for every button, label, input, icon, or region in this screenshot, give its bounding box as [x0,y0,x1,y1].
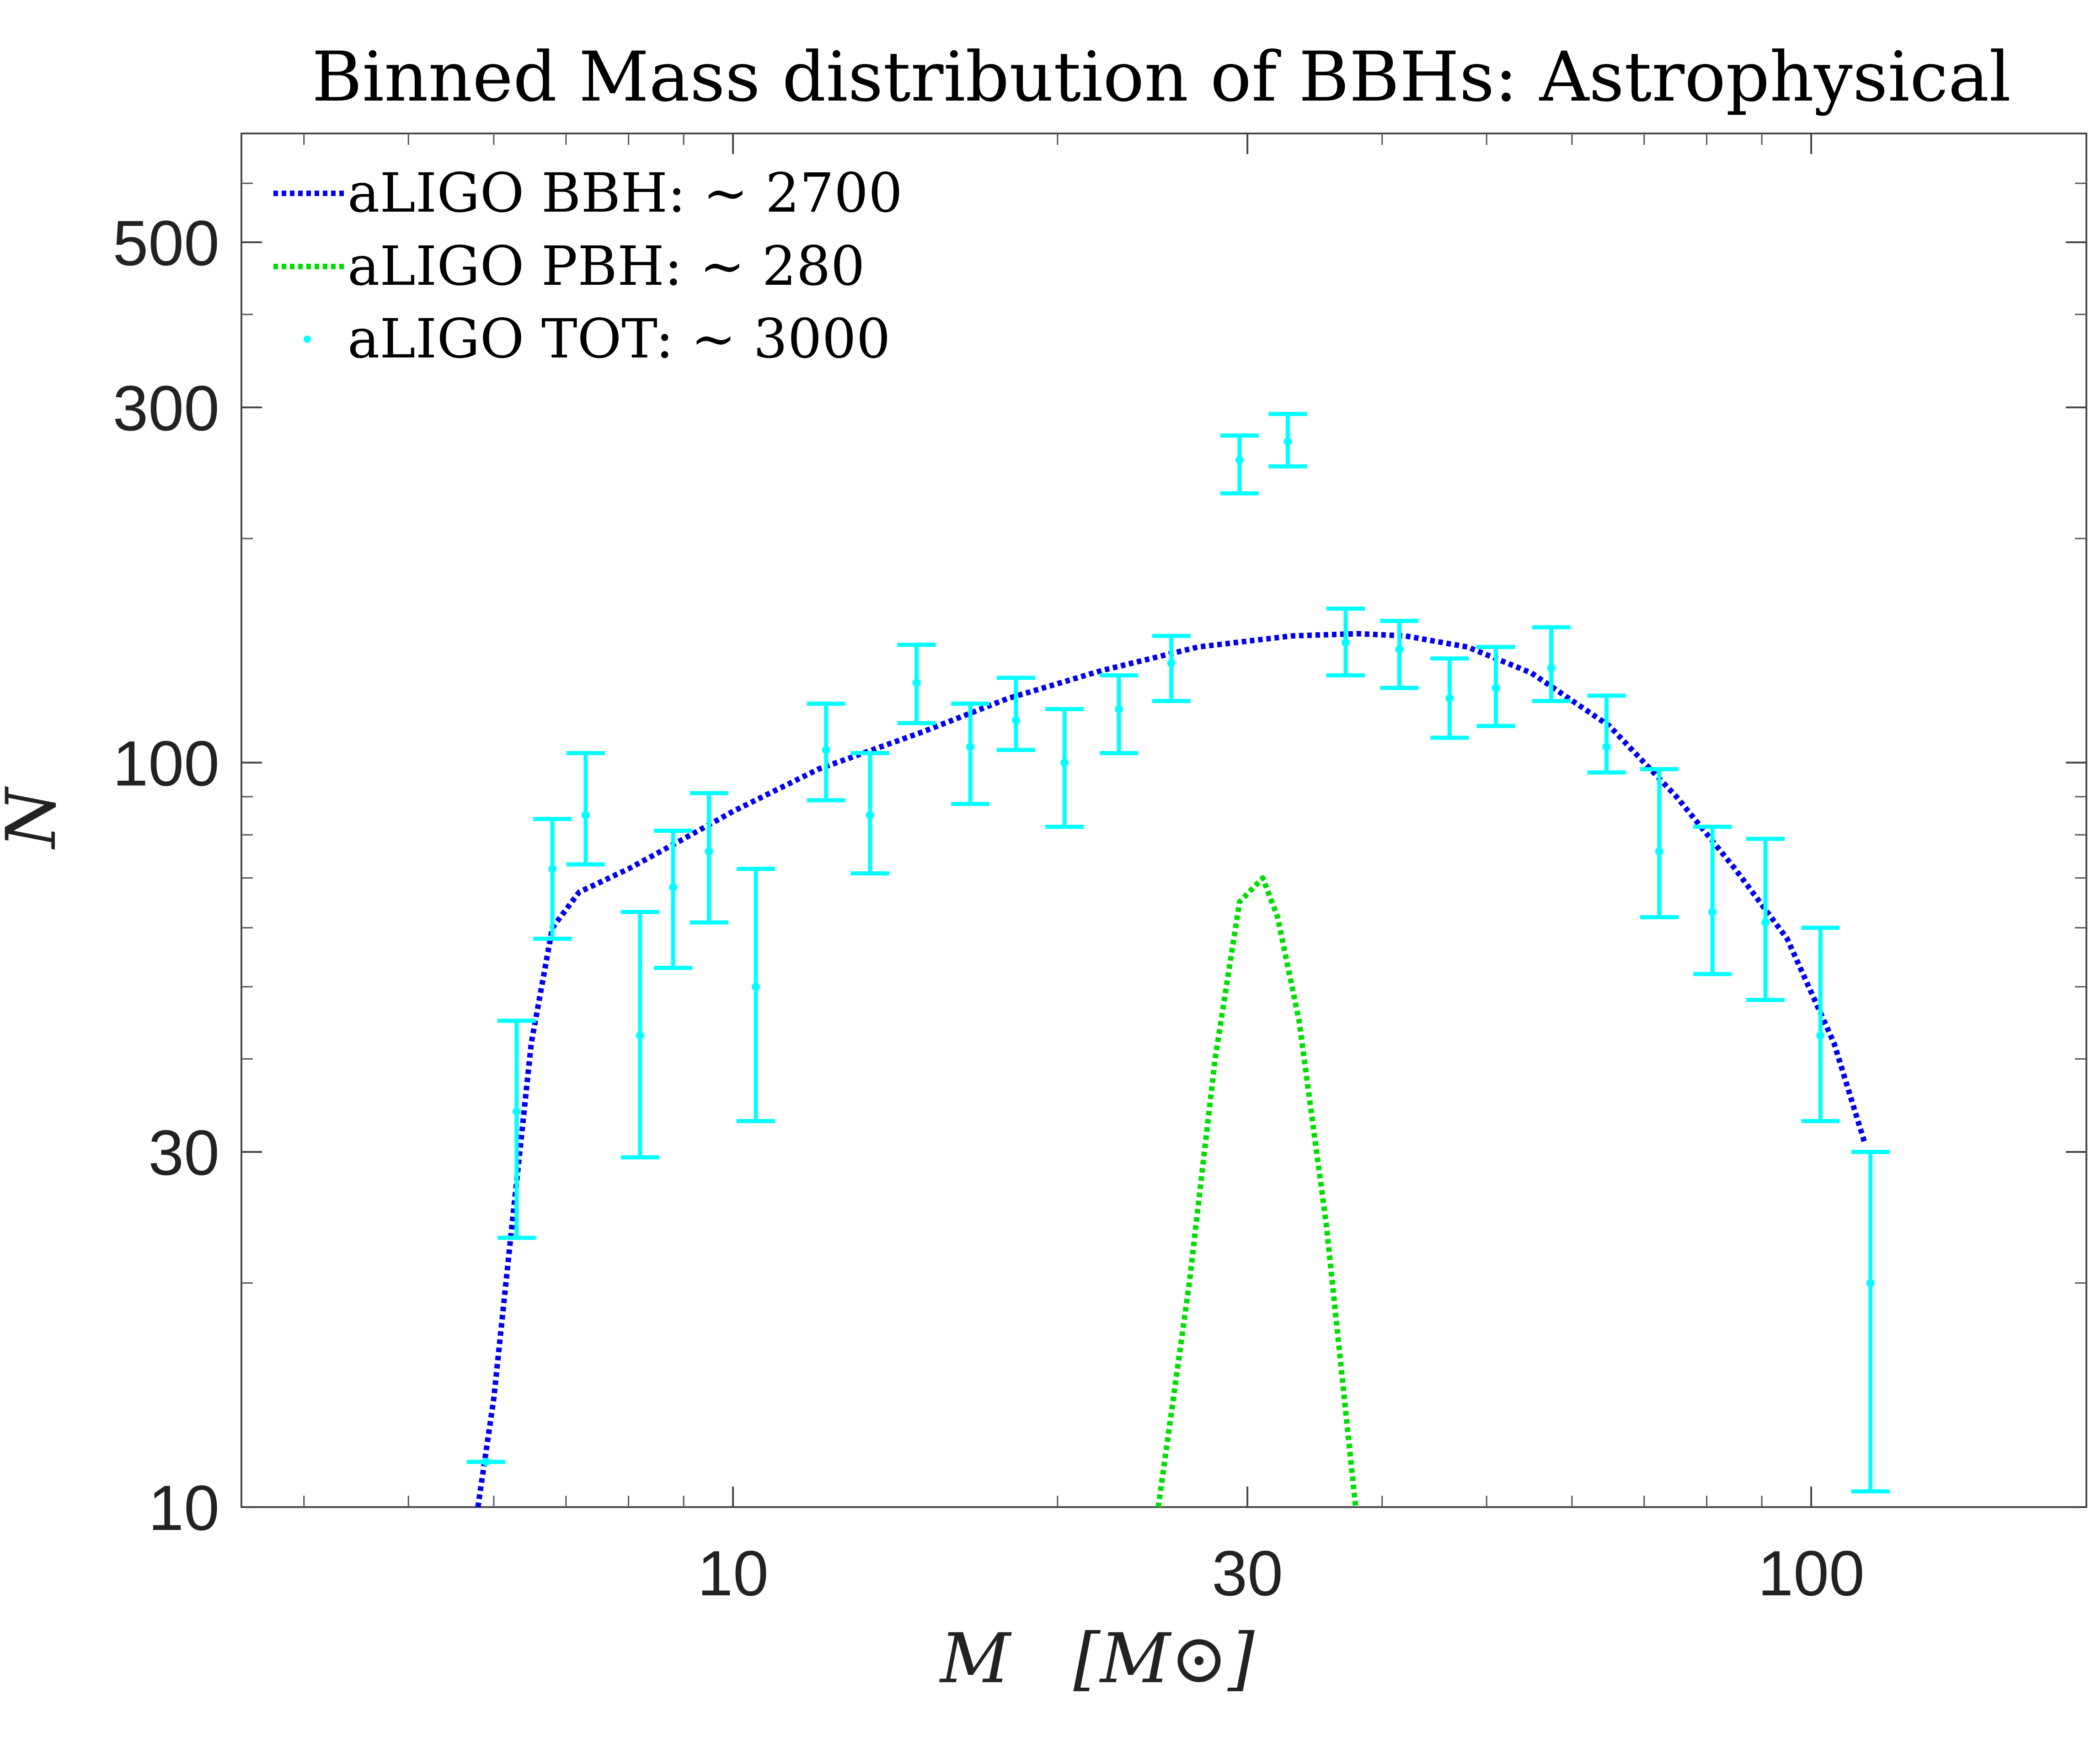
data-point [966,742,975,751]
plot-area-frame [241,133,2087,1508]
tot-errorbar-point [1152,634,1191,703]
tot-errorbar-point [466,1458,505,1466]
tot-errorbar-point [951,701,990,806]
tot-errorbar-point [737,867,775,1124]
tot-errorbar-point [897,642,936,725]
y-major-ticks [241,241,2086,1508]
series-layer [466,412,1890,1508]
y-tick-labels: 10 30 100 300 500 [112,207,219,1544]
legend: aLIGO BBH: ∼ 2700 aLIGO PBH: ∼ 280 aLIGO… [273,161,903,370]
data-point [1235,456,1244,464]
x-axis-label-unit: [M⊙] [1073,1619,1255,1699]
data-point [1167,659,1176,667]
data-point [705,847,713,856]
tot-series [466,412,1890,1493]
x-axis-label: M [M⊙] [939,1619,1255,1699]
x-tick-label: 100 [1758,1537,1865,1609]
tot-errorbar-point [1801,926,1840,1124]
tot-errorbar-point [1268,412,1307,469]
tot-errorbar-point [1476,645,1515,728]
data-point [481,1458,490,1466]
data-point [1602,742,1611,751]
x-tick-label: 30 [1212,1537,1283,1609]
data-point [822,746,830,754]
tot-errorbar-point [690,791,728,925]
tot-errorbar-point [996,676,1035,752]
x-tick-labels: 10 30 100 [697,1537,1865,1609]
data-point [1816,1031,1825,1040]
tot-errorbar-point [1430,656,1469,740]
data-point [1060,758,1069,767]
tot-errorbar-point [807,701,845,803]
data-point [512,1107,521,1116]
data-point [1655,847,1663,856]
data-point [548,864,557,873]
data-point [1283,437,1292,446]
tot-errorbar-point [1746,837,1785,1002]
x-major-ticks [732,133,1813,1507]
data-point [1115,705,1123,714]
tot-errorbar-point [1851,1150,1890,1493]
tot-errorbar-point [1532,625,1571,703]
data-point [752,982,760,991]
tot-errorbar-point [850,751,889,876]
data-point [1492,683,1500,692]
x-axis-label-symbol: M [939,1619,1012,1699]
tot-errorbar-point [654,828,693,970]
data-point [1866,1279,1875,1287]
y-tick-label: 10 [148,1472,219,1544]
tot-errorbar-point [566,751,605,867]
legend-pbh-label: aLIGO PBH: ∼ 280 [348,234,865,298]
data-point [912,678,921,687]
legend-tot-swatch [304,336,311,343]
tot-errorbar-point [620,910,659,1160]
pbh-series-line [1155,875,1358,1508]
tot-errorbar-point [1587,693,1626,775]
tot-errorbar-point [497,1018,536,1240]
y-tick-label: 300 [112,372,219,444]
data-point [1395,645,1404,654]
y-tick-label: 100 [112,727,219,799]
tot-errorbar-point [1380,618,1419,690]
y-tick-label: 30 [148,1117,219,1188]
x-tick-label: 10 [697,1537,769,1609]
data-point [1761,918,1770,927]
legend-tot-label: aLIGO TOT: ∼ 3000 [348,307,891,370]
data-point [1341,638,1350,647]
tot-errorbar-point [1045,707,1084,829]
data-point [669,883,678,892]
tot-errorbar-point [1640,767,1679,919]
y-tick-label: 500 [112,207,219,279]
tot-errorbar-point [1326,607,1365,677]
legend-bbh-label: aLIGO BBH: ∼ 2700 [348,161,903,224]
tot-errorbar-point [1100,673,1139,755]
data-point [1011,716,1020,725]
data-point [1708,908,1717,917]
tot-errorbar-point [533,817,572,941]
data-point [636,1031,644,1040]
tot-errorbar-point [1693,825,1732,976]
y-axis-label: N [0,786,71,850]
data-point [1547,664,1556,672]
chart-title: Binned Mass distribution of BBHs: Astrop… [312,37,2011,117]
data-point [866,811,874,820]
tot-errorbar-point [1220,433,1259,496]
data-point [581,811,590,820]
data-point [1445,694,1454,703]
